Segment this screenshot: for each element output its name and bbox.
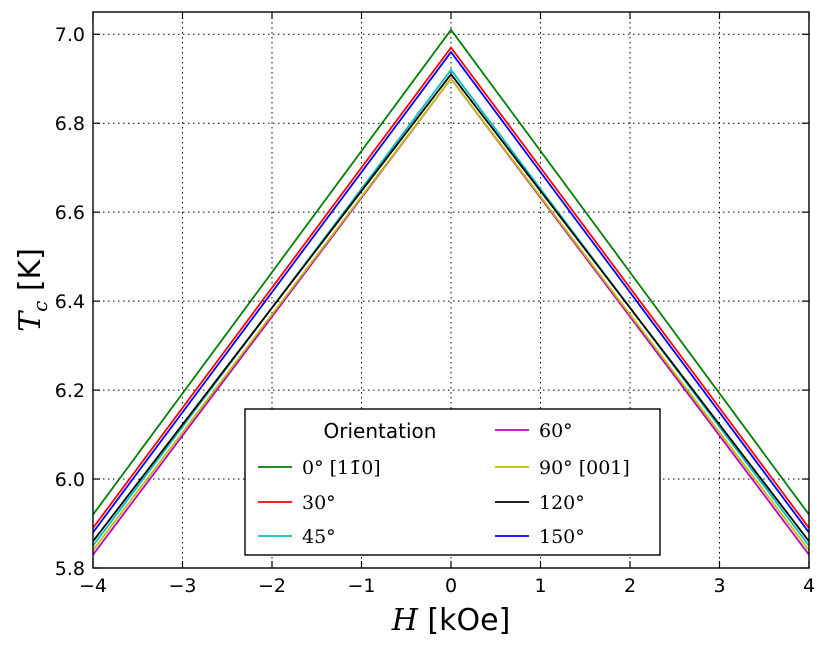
- plot-series: [92, 28, 810, 556]
- series-line-90deg: [92, 77, 810, 551]
- legend-label-90deg: 90° [001]: [539, 457, 630, 479]
- x-tick-label: −2: [258, 575, 286, 597]
- y-tick-label: 5.8: [55, 558, 85, 580]
- y-axis-subscript: c: [28, 301, 52, 312]
- x-axis-label: H [kOe]: [391, 603, 511, 638]
- legend: Orientation 0° [11̄0] 30° 45° 60° 90° [001] 1…: [244, 408, 661, 556]
- y-tick-label: 7.0: [55, 24, 85, 46]
- legend-title: Orientation: [324, 419, 437, 443]
- legend-label-60deg: 60°: [539, 420, 573, 442]
- x-tick-label: 0: [445, 575, 457, 597]
- axis-ticks: −4 −3 −2 −1 0 1 2 3 4 5.8 6.0 6.2 6.4 6.6 6.8 7.0: [55, 12, 815, 597]
- y-tick-label: 6.4: [55, 291, 85, 313]
- y-tick-label: 6.6: [55, 202, 85, 224]
- series-line-0deg: [92, 28, 810, 516]
- legend-label-120deg: 120°: [539, 492, 585, 514]
- legend-label-45deg: 45°: [302, 526, 336, 548]
- legend-label-30deg: 30°: [302, 492, 336, 514]
- y-tick-label: 6.8: [55, 113, 85, 135]
- legend-label-0deg: 0° [11̄0]: [302, 457, 381, 479]
- series-line-30deg: [92, 46, 810, 529]
- x-tick-label: 1: [534, 575, 546, 597]
- y-axis-variable: T: [13, 310, 48, 332]
- x-axis-variable: H: [391, 603, 419, 638]
- series-line-150deg: [92, 50, 810, 533]
- x-tick-label: 4: [803, 575, 815, 597]
- series-line-120deg: [92, 72, 810, 542]
- legend-box: [244, 408, 661, 556]
- x-tick-label: −3: [168, 575, 196, 597]
- x-tick-label: −1: [347, 575, 375, 597]
- y-tick-label: 6.0: [55, 469, 85, 491]
- y-axis-unit: [K]: [13, 248, 48, 301]
- legend-items: 0° [11̄0] 30° 45° 60° 90° [001] 120° 150°: [258, 420, 630, 548]
- series-line-45deg: [92, 68, 810, 547]
- x-tick-label: −4: [79, 575, 107, 597]
- x-axis-unit: [kOe]: [418, 603, 510, 638]
- y-axis-label: Tc [K]: [13, 248, 52, 332]
- x-tick-label: 3: [713, 575, 725, 597]
- x-tick-label: 2: [624, 575, 636, 597]
- legend-label-150deg: 150°: [539, 526, 585, 548]
- y-tick-label: 6.2: [55, 380, 85, 402]
